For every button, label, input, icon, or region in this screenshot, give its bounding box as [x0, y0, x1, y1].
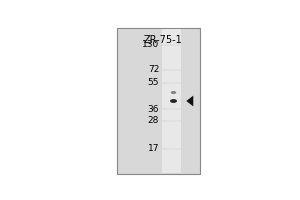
Text: 130: 130 [142, 40, 159, 49]
Text: 28: 28 [148, 116, 159, 125]
Bar [117, 28, 200, 174]
Text: 17: 17 [148, 144, 159, 153]
Text: ZR-75-1: ZR-75-1 [144, 35, 182, 45]
Polygon shape [186, 96, 193, 106]
Bar [161, 29, 181, 173]
Text: 72: 72 [148, 65, 159, 74]
Text: 55: 55 [148, 78, 159, 87]
Text: 36: 36 [148, 105, 159, 114]
Ellipse shape [171, 91, 176, 94]
Ellipse shape [170, 99, 177, 103]
